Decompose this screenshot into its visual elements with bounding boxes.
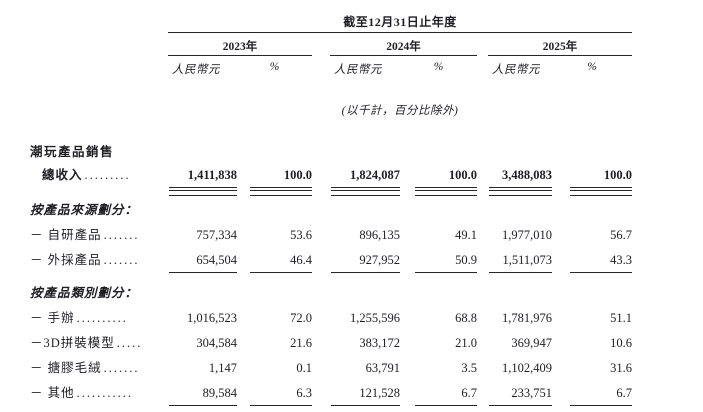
value-2023-pct: 0.1 (296, 361, 312, 375)
value-2023-rmb: 1,147 (208, 361, 237, 375)
value-2023-pct: 72.0 (290, 311, 312, 325)
value-2023-rmb: 89,584 (168, 385, 237, 406)
percent-header-2025: % (587, 61, 597, 73)
dot-leader: ....... (103, 253, 140, 267)
table-row-figures: － 手辦.......... 1,016,523 72.0 1,255,596 … (30, 310, 632, 327)
dot-leader: ........... (76, 386, 134, 400)
value-2024-pct: 3.5 (461, 361, 477, 375)
table-row-vinyl-plush: － 搪膠毛絨....... 1,147 0.1 63,791 3.5 1,102… (30, 360, 632, 377)
value-2024-rmb: 1,824,087 (330, 167, 400, 196)
table-row-total-revenue: 總收入......... 1,411,838 100.0 1,824,087 1… (30, 167, 632, 196)
dot-leader: ....... (103, 228, 140, 242)
section-label: 按產品類別劃分： (30, 286, 139, 300)
value-2023-pct: 100.0 (237, 167, 312, 196)
value-2023-rmb: 1,411,838 (168, 167, 237, 196)
percent-header-2023: % (269, 61, 280, 73)
value-2023-rmb: 654,504 (168, 252, 237, 273)
value-2024-pct: 50.9 (400, 252, 477, 273)
value-2023-pct: 53.6 (290, 228, 312, 242)
row-label: － 搪膠毛絨 (30, 361, 102, 375)
row-label: － 其他 (30, 386, 75, 400)
table-group-title-row: 潮玩產品銷售 (30, 144, 632, 161)
year-rule-2023 (168, 55, 312, 56)
value-2025-rmb: 1,977,010 (502, 228, 552, 242)
section-label: 按產品來源劃分： (30, 203, 139, 217)
value-2025-rmb: 3,488,083 (488, 167, 552, 196)
year-rule-2025 (488, 55, 632, 56)
percent-header-2024: % (433, 61, 444, 73)
value-2025-rmb: 369,947 (511, 336, 552, 350)
section-header-by-category: 按產品類別劃分： (30, 285, 632, 302)
header-top-rule (168, 32, 632, 33)
period-title: 截至12月31日止年度 (343, 15, 457, 29)
year-header-2025: 2025年 (542, 41, 578, 53)
table-row-self-developed: － 自研產品....... 757,334 53.6 896,135 49.1 … (30, 227, 632, 244)
value-2025-rmb: 1,781,976 (502, 311, 552, 325)
currency-header-2024: 人民幣元 (334, 64, 382, 76)
value-2024-rmb: 63,791 (365, 361, 400, 375)
row-label: － 外採產品 (30, 253, 102, 267)
value-2024-pct: 49.1 (455, 228, 477, 242)
dot-leader: ..... (116, 336, 143, 350)
value-2025-pct: 6.7 (552, 385, 632, 406)
value-2024-rmb: 121,528 (330, 385, 400, 406)
value-2024-pct: 6.7 (400, 385, 477, 406)
table-row-3d-models: －3D拼裝模型..... 304,584 21.6 383,172 21.0 3… (30, 335, 632, 352)
value-2023-rmb: 304,584 (196, 336, 237, 350)
units-note: (以千計，百分比除外) (341, 105, 459, 117)
currency-header-2023: 人民幣元 (172, 64, 220, 76)
row-label: － 手辦 (30, 311, 75, 325)
row-label: 總收入 (42, 168, 83, 182)
dot-leader: ....... (103, 361, 140, 375)
dot-leader: ......... (84, 168, 131, 182)
value-2025-pct: 10.6 (610, 336, 632, 350)
row-label: －3D拼裝模型 (30, 336, 115, 350)
value-2023-rmb: 757,334 (196, 228, 237, 242)
year-header-2024: 2024年 (386, 41, 421, 53)
table-row-others: － 其他........... 89,584 6.3 121,528 6.7 2… (30, 385, 632, 406)
row-label: － 自研產品 (30, 228, 102, 242)
value-2023-pct: 46.4 (237, 252, 312, 273)
value-2024-pct: 100.0 (400, 167, 477, 196)
value-2025-rmb: 1,102,409 (502, 361, 552, 375)
value-2025-pct: 100.0 (552, 167, 632, 196)
dot-leader: .......... (76, 311, 128, 325)
value-2023-rmb: 1,016,523 (187, 311, 237, 325)
value-2023-pct: 21.6 (290, 336, 312, 350)
section-header-by-source: 按產品來源劃分： (30, 202, 632, 219)
value-2023-pct: 6.3 (237, 385, 312, 406)
value-2024-rmb: 383,172 (359, 336, 400, 350)
value-2024-rmb: 927,952 (330, 252, 400, 273)
value-2024-rmb: 896,135 (359, 228, 400, 242)
value-2024-rmb: 1,255,596 (350, 311, 400, 325)
value-2025-pct: 56.7 (610, 228, 632, 242)
value-2024-pct: 68.8 (455, 311, 477, 325)
value-2025-rmb: 1,511,073 (488, 252, 552, 273)
currency-header-2025: 人民幣元 (492, 64, 540, 76)
value-2025-pct: 31.6 (610, 361, 632, 375)
value-2025-rmb: 233,751 (488, 385, 552, 406)
value-2025-pct: 43.3 (552, 252, 632, 273)
year-rule-2024 (330, 55, 477, 56)
table-row-externally-sourced: － 外採產品....... 654,504 46.4 927,952 50.9 … (30, 252, 632, 273)
group-title: 潮玩產品銷售 (30, 145, 115, 159)
year-header-2023: 2023年 (222, 41, 258, 53)
value-2025-pct: 51.1 (610, 311, 632, 325)
value-2024-pct: 21.0 (455, 336, 477, 350)
